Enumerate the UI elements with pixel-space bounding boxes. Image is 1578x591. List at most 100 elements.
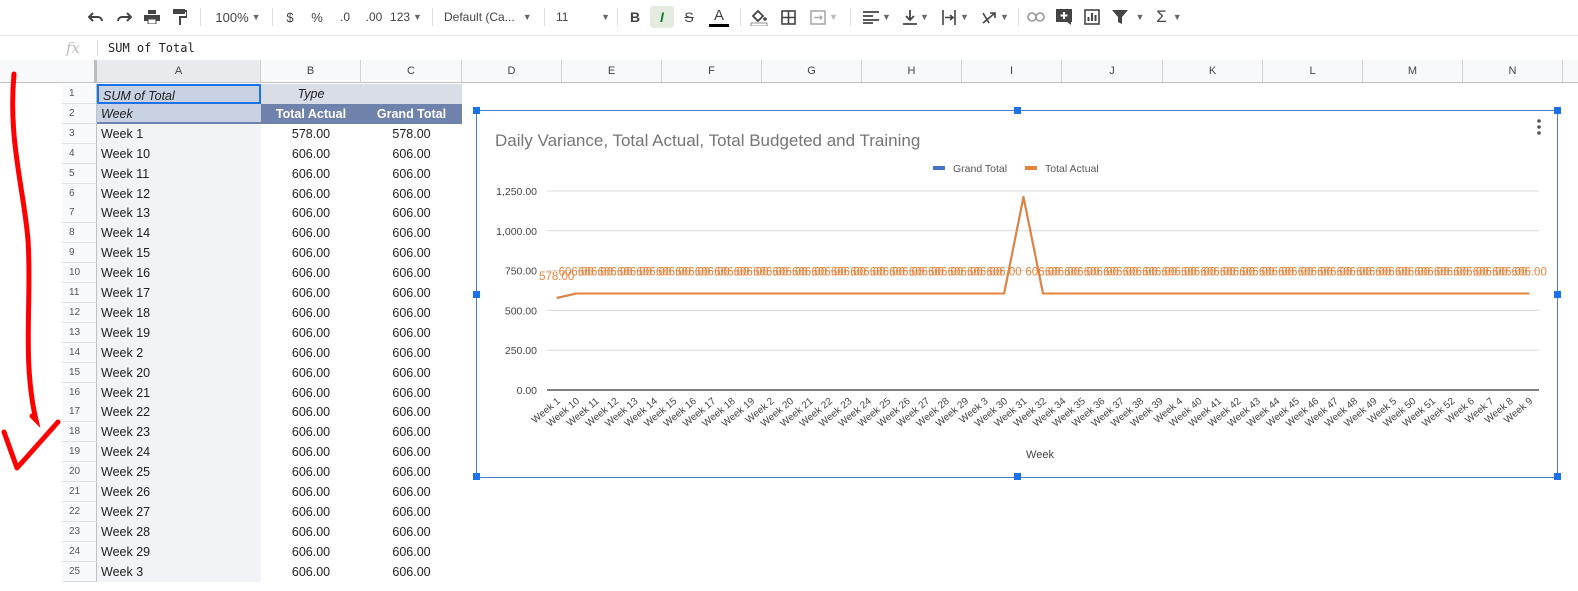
currency-button[interactable]: $ <box>282 6 298 28</box>
row-header[interactable]: 9 <box>62 243 97 264</box>
cell-b15[interactable]: 606.00 <box>291 365 331 380</box>
fill-color-button[interactable] <box>748 6 770 28</box>
column-header-k[interactable]: K <box>1163 60 1263 82</box>
row-header[interactable]: 16 <box>62 382 97 403</box>
more-formats-button[interactable]: 123 ▼ <box>390 10 422 24</box>
row-header[interactable]: 15 <box>62 362 97 383</box>
cell-c21[interactable]: 606.00 <box>392 485 431 499</box>
cell-b10[interactable]: 606.00 <box>291 266 331 281</box>
cell-a10[interactable]: Week 16 <box>97 263 261 284</box>
font-size-select[interactable]: 11 ▼ <box>556 10 610 24</box>
cell-b6[interactable]: 606.00 <box>291 186 331 201</box>
cell-b11[interactable]: 606.00 <box>291 286 331 300</box>
cell-c18[interactable]: 606.00 <box>392 425 431 440</box>
column-header-h[interactable]: H <box>862 60 962 82</box>
cell-a6[interactable]: Week 12 <box>97 183 261 204</box>
paint-format-button[interactable] <box>170 6 190 28</box>
cell-a22[interactable]: Week 27 <box>97 501 261 522</box>
redo-button[interactable] <box>114 6 134 28</box>
insert-chart-button[interactable] <box>1082 6 1102 28</box>
cell-a9[interactable]: Week 15 <box>97 243 261 264</box>
cell-a23[interactable]: Week 28 <box>97 521 261 542</box>
resize-handle-tr[interactable] <box>1554 107 1561 114</box>
zoom-select[interactable]: 100% ▼ <box>215 9 261 25</box>
cell-c8[interactable]: 606.00 <box>392 226 431 241</box>
column-header-m[interactable]: M <box>1363 60 1463 82</box>
insert-comment-button[interactable] <box>1054 6 1074 28</box>
row-header[interactable]: 12 <box>62 302 97 323</box>
cell-b8[interactable]: 606.00 <box>291 226 331 241</box>
strikethrough-button[interactable]: S <box>680 6 698 28</box>
font-family-select[interactable]: Default (Ca... ▼ <box>444 10 532 24</box>
cell-b14[interactable]: 606.00 <box>291 345 331 360</box>
cell-b7[interactable]: 606.00 <box>291 206 331 221</box>
increase-decimal-button[interactable]: .00 <box>362 6 386 28</box>
filter-button[interactable]: ▼ <box>1110 6 1146 28</box>
cell-b16[interactable]: 606.00 <box>291 385 331 400</box>
chart-container[interactable]: Daily Variance, Total Actual, Total Budg… <box>473 107 1561 480</box>
column-header-g[interactable]: G <box>762 60 862 82</box>
cell-a16[interactable]: Week 21 <box>97 382 261 403</box>
cell-b4[interactable]: 606.00 <box>291 146 331 161</box>
cell-c20[interactable]: 606.00 <box>392 465 431 480</box>
cell-b2[interactable]: Total Actual <box>261 103 361 124</box>
borders-button[interactable] <box>778 6 798 28</box>
decrease-decimal-button[interactable]: .0 <box>334 6 356 28</box>
cell-b3[interactable]: 578.00 <box>291 126 331 141</box>
resize-handle-right[interactable] <box>1554 291 1561 298</box>
row-header[interactable]: 3 <box>62 123 97 144</box>
row-header[interactable]: 5 <box>62 163 97 184</box>
cell-a7[interactable]: Week 13 <box>97 203 261 224</box>
cell-c9[interactable]: 606.00 <box>392 246 431 261</box>
row-header[interactable]: 4 <box>62 143 97 164</box>
row-header[interactable]: 25 <box>62 561 97 582</box>
row-header[interactable]: 20 <box>62 462 97 483</box>
cell-c19[interactable]: 606.00 <box>392 445 431 460</box>
text-rotation-button[interactable]: ▼ <box>978 6 1012 28</box>
cell-a4[interactable]: Week 10 <box>97 143 261 164</box>
row-header[interactable]: 19 <box>62 442 97 463</box>
insert-link-button[interactable] <box>1026 6 1046 28</box>
cell-b20[interactable]: 606.00 <box>291 465 331 480</box>
cell-a2[interactable]: Week <box>97 103 261 124</box>
cell-c16[interactable]: 606.00 <box>392 385 431 400</box>
cell-a1[interactable]: SUM of Total <box>97 84 261 104</box>
row-header[interactable]: 2 <box>62 103 97 124</box>
resize-handle-bottom[interactable] <box>1014 473 1021 480</box>
row-header[interactable]: 8 <box>62 223 97 244</box>
cell-a18[interactable]: Week 23 <box>97 422 261 443</box>
cell-a11[interactable]: Week 17 <box>97 283 261 303</box>
cell-b22[interactable]: 606.00 <box>291 504 331 519</box>
cell-b24[interactable]: 606.00 <box>291 544 331 559</box>
cell-b17[interactable]: 606.00 <box>291 405 331 420</box>
cell-a13[interactable]: Week 19 <box>97 322 261 343</box>
text-wrapping-button[interactable]: ▼ <box>938 6 972 28</box>
cell-a5[interactable]: Week 11 <box>97 163 261 184</box>
percent-button[interactable]: % <box>308 6 326 28</box>
cell-c23[interactable]: 606.00 <box>392 524 431 539</box>
column-header-f[interactable]: F <box>662 60 762 82</box>
resize-handle-tl[interactable] <box>473 107 480 114</box>
cell-a20[interactable]: Week 25 <box>97 462 261 483</box>
cell-a15[interactable]: Week 20 <box>97 362 261 383</box>
cell-a21[interactable]: Week 26 <box>97 482 261 502</box>
bold-button[interactable]: B <box>626 6 644 28</box>
column-header-j[interactable]: J <box>1062 60 1163 82</box>
resize-handle-top[interactable] <box>1014 107 1021 114</box>
row-header[interactable]: 21 <box>62 482 97 502</box>
cell-c12[interactable]: 606.00 <box>392 305 431 320</box>
print-button[interactable] <box>142 6 162 28</box>
cell-a12[interactable]: Week 18 <box>97 302 261 323</box>
cell-b18[interactable]: 606.00 <box>291 425 331 440</box>
row-header[interactable]: 23 <box>62 521 97 542</box>
cell-c3[interactable]: 578.00 <box>392 126 431 141</box>
row-header[interactable]: 1 <box>62 84 97 104</box>
resize-handle-bl[interactable] <box>473 473 480 480</box>
select-all-corner[interactable] <box>62 60 97 82</box>
cell-b5[interactable]: 606.00 <box>291 166 331 181</box>
cell-c25[interactable]: 606.00 <box>392 564 431 579</box>
undo-button[interactable] <box>86 6 106 28</box>
cell-b1[interactable]: Type <box>261 84 361 104</box>
column-header-b[interactable]: B <box>261 60 361 82</box>
cell-c5[interactable]: 606.00 <box>392 166 431 181</box>
